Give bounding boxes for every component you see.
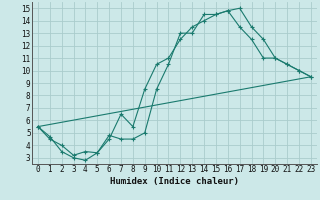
X-axis label: Humidex (Indice chaleur): Humidex (Indice chaleur) [110, 177, 239, 186]
